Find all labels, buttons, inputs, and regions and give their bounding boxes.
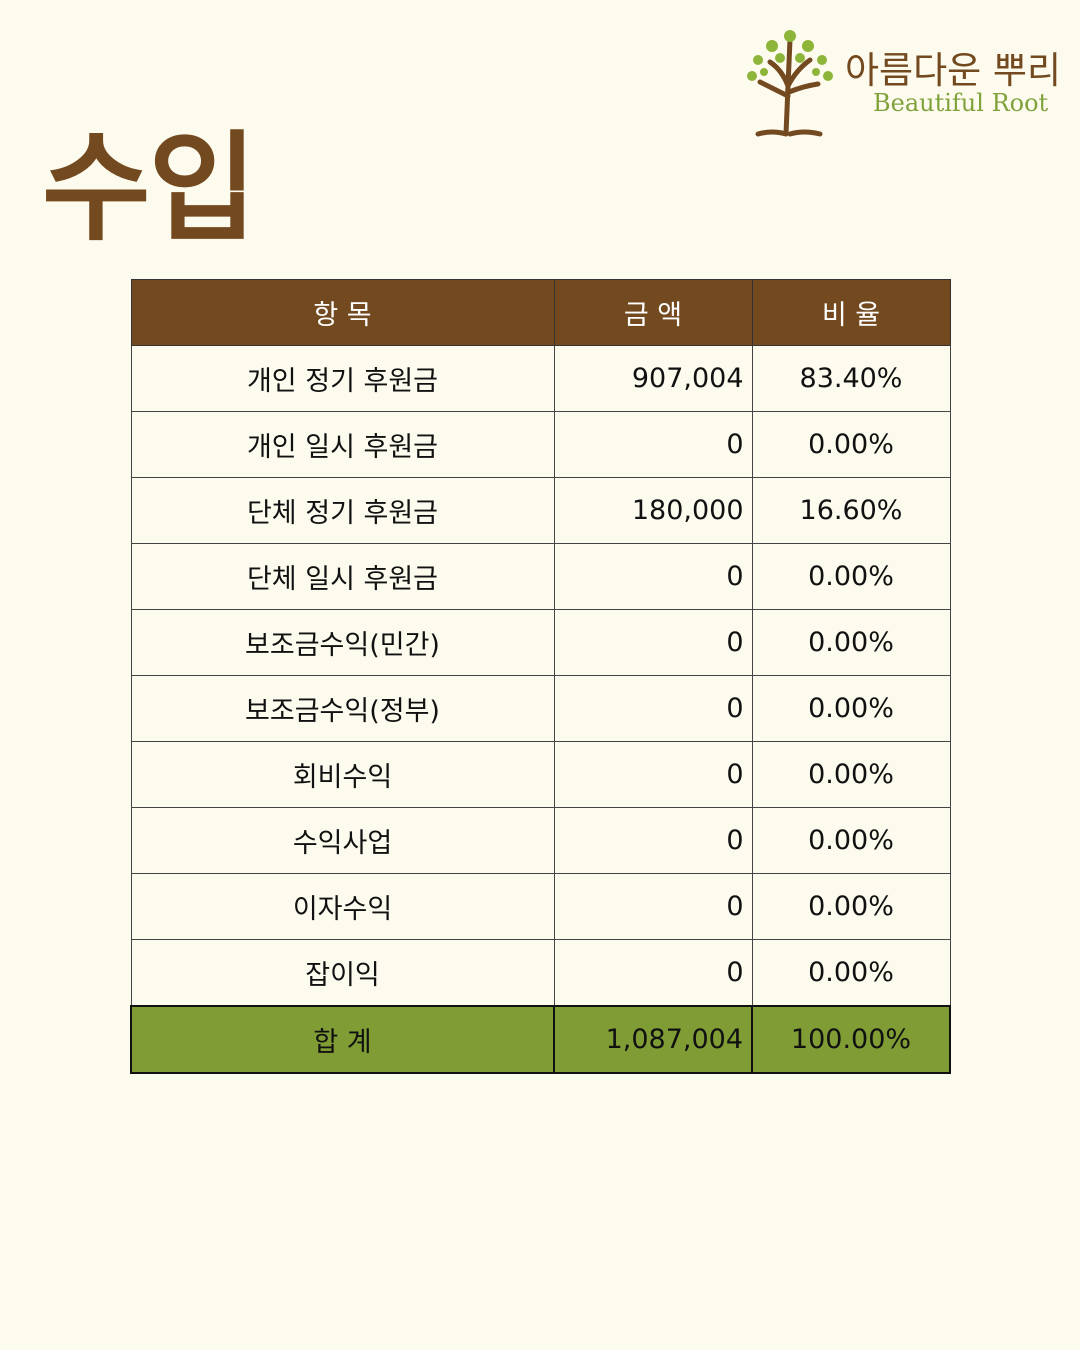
item-cell: 수익사업 <box>130 807 555 874</box>
amount-cell: 0 <box>553 411 753 478</box>
table-row: 잡이익 0 0.00% <box>130 939 951 1007</box>
amount-cell: 0 <box>553 741 753 808</box>
ratio-cell: 83.40% <box>751 345 951 412</box>
ratio-cell: 0.00% <box>751 675 951 742</box>
table-row: 보조금수익(정부) 0 0.00% <box>130 675 951 742</box>
ratio-cell: 0.00% <box>751 411 951 478</box>
amount-cell: 0 <box>553 873 753 940</box>
logo-icon <box>747 30 833 137</box>
item-cell: 단체 정기 후원금 <box>130 477 555 544</box>
column-header: 비 율 <box>751 279 951 346</box>
column-header: 항 목 <box>130 279 555 346</box>
ratio-cell: 0.00% <box>751 873 951 940</box>
amount-cell: 0 <box>553 543 753 610</box>
table-row: 단체 일시 후원금 0 0.00% <box>130 543 951 610</box>
item-cell: 잡이익 <box>130 939 555 1007</box>
ratio-cell: 16.60% <box>751 477 951 544</box>
total-row: 합 계 1,087,004 100.00% <box>130 1005 951 1074</box>
amount-cell: 0 <box>553 807 753 874</box>
amount-cell: 0 <box>553 675 753 742</box>
table-row: 회비수익 0 0.00% <box>130 741 951 808</box>
ratio-cell: 0.00% <box>751 543 951 610</box>
ratio-cell: 0.00% <box>751 609 951 676</box>
item-cell: 합 계 <box>130 1005 555 1074</box>
table-row: 개인 정기 후원금 907,004 83.40% <box>130 345 951 412</box>
ratio-cell: 0.00% <box>751 807 951 874</box>
ratio-cell: 0.00% <box>751 741 951 808</box>
item-cell: 개인 정기 후원금 <box>130 345 555 412</box>
logo-subtitle: Beautiful Root <box>873 89 1049 117</box>
item-cell: 보조금수익(정부) <box>130 675 555 742</box>
item-cell: 개인 일시 후원금 <box>130 411 555 478</box>
item-cell: 이자수익 <box>130 873 555 940</box>
amount-cell: 1,087,004 <box>553 1005 753 1074</box>
item-cell: 회비수익 <box>130 741 555 808</box>
table-row: 수익사업 0 0.00% <box>130 807 951 874</box>
ratio-cell: 0.00% <box>751 939 951 1007</box>
amount-cell: 0 <box>553 609 753 676</box>
column-header: 금 액 <box>553 279 753 346</box>
item-cell: 보조금수익(민간) <box>130 609 555 676</box>
item-cell: 단체 일시 후원금 <box>130 543 555 610</box>
ratio-cell: 100.00% <box>751 1005 951 1074</box>
page-title: 수입 <box>42 119 257 257</box>
amount-cell: 180,000 <box>553 477 753 544</box>
table-row: 단체 정기 후원금 180,000 16.60% <box>130 477 951 544</box>
table-row: 보조금수익(민간) 0 0.00% <box>130 609 951 676</box>
table-row: 개인 일시 후원금 0 0.00% <box>130 411 951 478</box>
table-row: 이자수익 0 0.00% <box>130 873 951 940</box>
logo-name: 아름다운 뿌리 <box>845 49 1062 92</box>
amount-cell: 907,004 <box>553 345 753 412</box>
amount-cell: 0 <box>553 939 753 1007</box>
